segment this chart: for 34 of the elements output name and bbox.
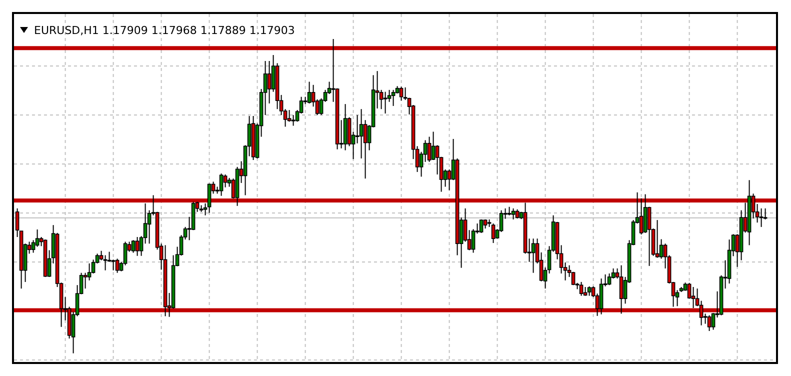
candlestick [223, 174, 228, 188]
candlestick [391, 89, 396, 106]
candlestick [383, 91, 388, 114]
candlestick [115, 258, 120, 274]
candlestick [207, 183, 212, 214]
candlestick [267, 60, 272, 104]
candlestick [707, 314, 712, 332]
candlestick [219, 173, 224, 196]
candlestick [471, 228, 476, 254]
candlestick [287, 110, 292, 122]
candlestick [131, 240, 136, 254]
candlestick [511, 208, 516, 220]
candlestick [711, 312, 716, 330]
candlestick [491, 222, 496, 244]
candlestick [135, 236, 140, 256]
candlestick [647, 206, 652, 266]
candlestick [587, 286, 592, 296]
candlestick [515, 208, 520, 219]
candlestick [359, 108, 364, 159]
candlestick [399, 86, 404, 102]
candlestick [479, 218, 484, 234]
candlestick [531, 238, 536, 274]
candlestick [427, 136, 432, 162]
candlestick [99, 250, 104, 261]
candlestick [431, 131, 436, 161]
candlestick [103, 254, 108, 271]
candlestick [607, 272, 612, 286]
candlestick [307, 81, 312, 104]
candlestick [31, 240, 36, 254]
candlestick [579, 281, 584, 296]
candlestick [355, 114, 360, 144]
chart-title: EURUSD,H1 1.17909 1.17968 1.17889 1.17903 [34, 24, 295, 37]
candlestick [759, 208, 764, 228]
candlestick [687, 282, 692, 300]
